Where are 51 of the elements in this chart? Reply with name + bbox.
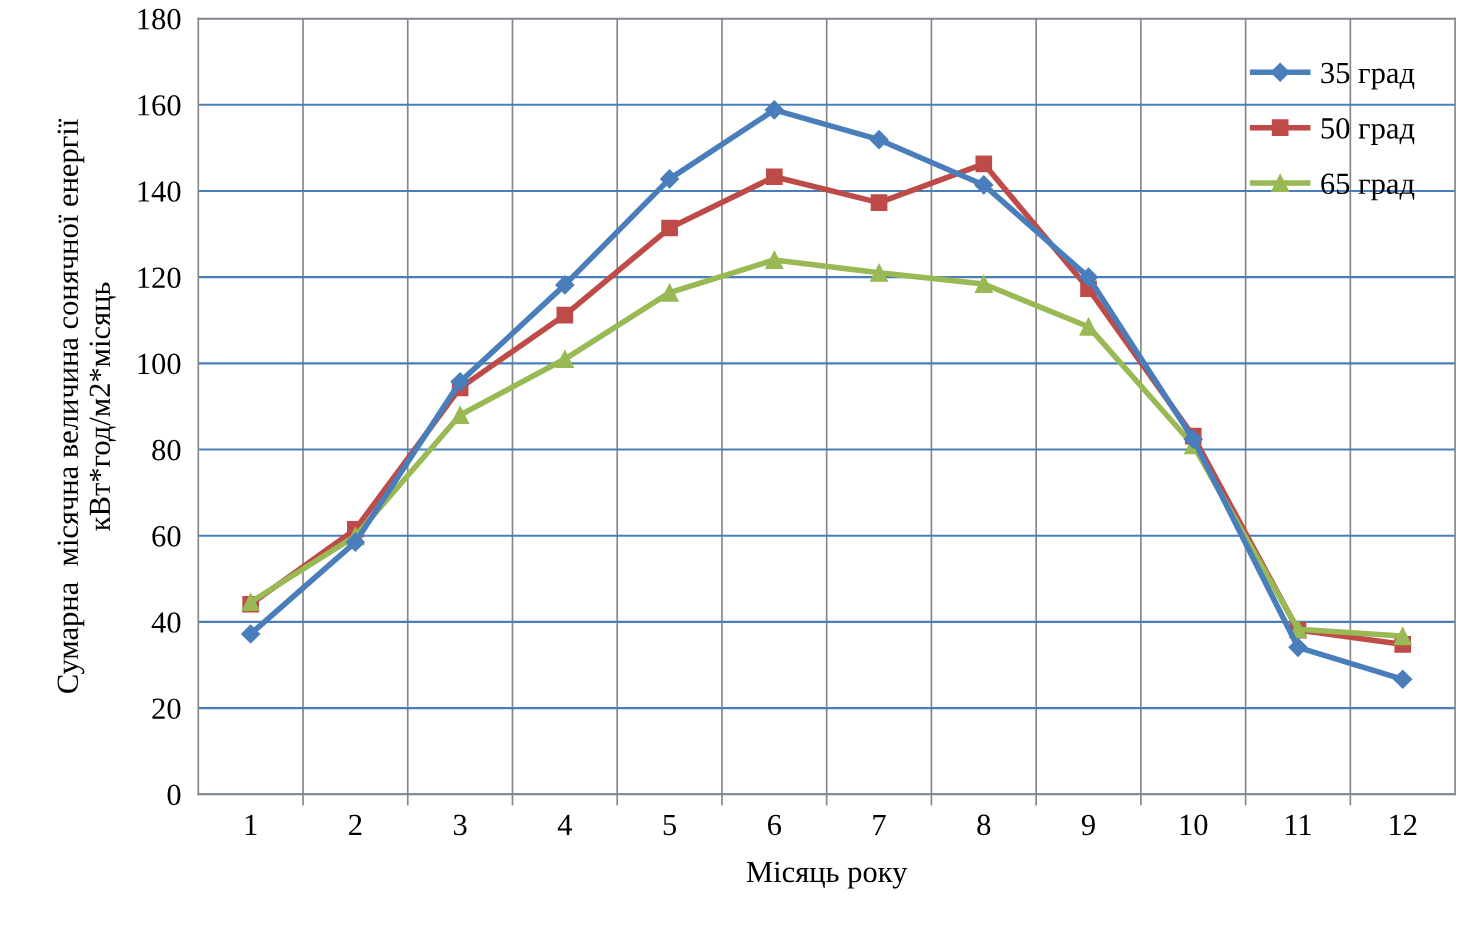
y-tick-label: 40 — [151, 612, 181, 633]
point — [870, 263, 889, 282]
point — [660, 283, 679, 302]
point — [1393, 669, 1413, 689]
point — [661, 219, 678, 237]
y-tick-label: 180 — [138, 8, 181, 30]
x-tick-label: 1 — [245, 814, 257, 835]
point — [1183, 429, 1203, 449]
x-tick-label: 3 — [453, 814, 467, 836]
x-tick-label: 7 — [873, 814, 886, 835]
point — [975, 155, 993, 173]
point — [1393, 627, 1412, 646]
point — [974, 175, 994, 195]
legend-label: 50 град — [1321, 118, 1415, 145]
point — [765, 168, 783, 186]
point — [345, 532, 365, 552]
x-tick-label: 11 — [1285, 814, 1311, 835]
y-axis-title: Сумарна місячна величина сонячної енергії кВт*год/м2*місяць — [57, 118, 116, 693]
x-tick-label: 4 — [557, 814, 573, 835]
y-tick-label: 140 — [138, 181, 181, 202]
x-tick-label: 10 — [1180, 814, 1208, 836]
point — [450, 372, 470, 392]
point — [1079, 317, 1098, 336]
y-tick-label: 80 — [152, 439, 181, 461]
point — [241, 624, 261, 644]
y-tick-label: 60 — [152, 526, 181, 547]
point — [555, 275, 575, 295]
x-tick-label: 2 — [349, 814, 362, 835]
x-tick-label: 8 — [977, 814, 991, 836]
point — [764, 100, 784, 120]
x-axis-title: Місяць року — [746, 861, 908, 889]
x-tick-label: 6 — [767, 814, 782, 836]
point — [1288, 637, 1308, 657]
point — [555, 350, 574, 369]
point — [1078, 267, 1099, 287]
point — [974, 275, 993, 294]
y-tick-label: 160 — [138, 95, 181, 116]
point — [765, 250, 784, 269]
x-tick-label: 12 — [1390, 814, 1417, 835]
point — [870, 194, 888, 211]
y-tick-label: 20 — [152, 698, 181, 720]
y-tick-label: 100 — [138, 353, 181, 375]
point — [556, 306, 574, 324]
y-tick-label: 0 — [167, 784, 181, 806]
point — [451, 406, 470, 425]
x-tick-label: 5 — [663, 814, 677, 836]
legend-label: 35 град — [1321, 62, 1415, 90]
x-tick-label: 9 — [1081, 814, 1095, 836]
point — [660, 169, 680, 189]
y-tick-label: 120 — [138, 267, 181, 289]
point — [869, 130, 889, 150]
